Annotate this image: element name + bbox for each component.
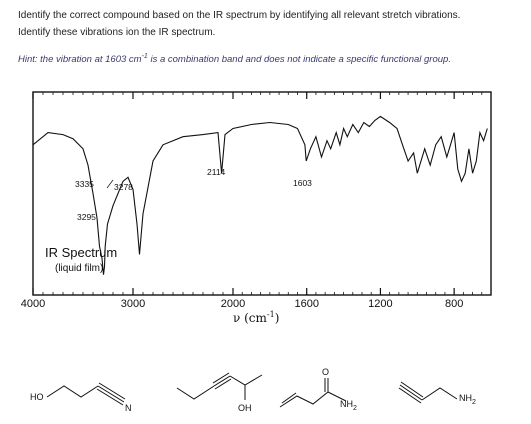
compound-2-triple-2 <box>212 372 230 384</box>
compound-4-label-nh2: NH2 <box>459 393 476 406</box>
x-tick-label: 3000 <box>121 298 145 310</box>
top-ticks <box>32 92 492 99</box>
compound-4-label-sub: 2 <box>472 399 476 406</box>
hint-suffix: is a combination band and does not indic… <box>147 54 451 66</box>
peak-label-1603: 1603 <box>293 178 312 188</box>
peak-labels: 3335 3278 3295 2114 1603 <box>75 167 312 222</box>
peak-pointer-3278 <box>106 179 114 189</box>
compound-2-chain-left <box>176 385 215 400</box>
peak-label-3278: 3278 <box>114 182 133 192</box>
compound-1-chain <box>46 385 99 398</box>
compound-1[interactable]: HO N <box>30 382 132 413</box>
compound-4[interactable]: NH2 <box>398 381 476 406</box>
x-axis-label-sup: -1 <box>267 310 275 319</box>
compound-1-triple-3 <box>96 388 124 406</box>
compound-3-label-nh2: NH2 <box>340 399 357 412</box>
peak-label-2114: 2114 <box>207 167 226 177</box>
hint-text: Hint: the vibration at 1603 cm-1 is a co… <box>18 53 451 65</box>
x-axis-label: ν (cm-1) <box>233 310 279 325</box>
compound-3-double-bond <box>281 392 297 404</box>
bottom-ticks <box>32 288 492 295</box>
compound-1-label-ho: HO <box>30 392 44 402</box>
compound-2-chain-right <box>229 374 263 386</box>
compound-3-label-nh: NH <box>340 399 353 409</box>
compound-1-triple-2 <box>98 382 126 400</box>
x-tick-label: 800 <box>445 298 463 310</box>
compound-2-triple-3 <box>214 378 232 390</box>
x-tick-label: 2000 <box>221 298 245 310</box>
compound-1-label-n: N <box>125 403 132 413</box>
compound-3[interactable]: O NH2 <box>279 367 357 412</box>
x-tick-label: 4000 <box>21 298 45 310</box>
compound-4-triple-3 <box>398 387 422 404</box>
compound-2[interactable]: OH <box>176 372 263 413</box>
x-axis-label-close: ) <box>275 311 280 325</box>
compound-4-triple-2 <box>400 381 424 398</box>
hint-sup: -1 <box>141 53 148 60</box>
spectrum-subtitle: (liquid film) <box>55 263 103 274</box>
x-tick-labels: 4000 3000 2000 1600 1200 800 <box>21 298 464 310</box>
spectrum-frame <box>32 91 492 296</box>
x-axis-label-main: ν (cm <box>233 311 268 325</box>
compound-3-label-o: O <box>322 367 329 377</box>
compound-1-triple-1 <box>97 385 125 403</box>
spectrum-title: IR Spectrum <box>45 245 117 260</box>
compound-2-label-oh: OH <box>238 403 252 413</box>
x-tick-label: 1600 <box>294 298 318 310</box>
peak-label-3295: 3295 <box>77 212 96 222</box>
x-tick-label: 1200 <box>368 298 392 310</box>
spectrum-line <box>32 115 488 275</box>
hint-prefix: Hint: the vibration at 1603 cm <box>18 54 142 66</box>
question-line-1: Identify the correct compound based on t… <box>18 10 461 21</box>
peak-label-3335: 3335 <box>75 179 94 189</box>
compound-4-chain <box>421 387 458 401</box>
compound-4-triple-1 <box>399 384 423 401</box>
compound-3-label-sub: 2 <box>353 405 357 412</box>
compound-3-chain <box>279 391 347 408</box>
compound-2-triple-1 <box>213 375 231 387</box>
question-line-2: Identify these vibrations ion the IR spe… <box>18 27 216 38</box>
compound-4-label-nh: NH <box>459 393 472 403</box>
